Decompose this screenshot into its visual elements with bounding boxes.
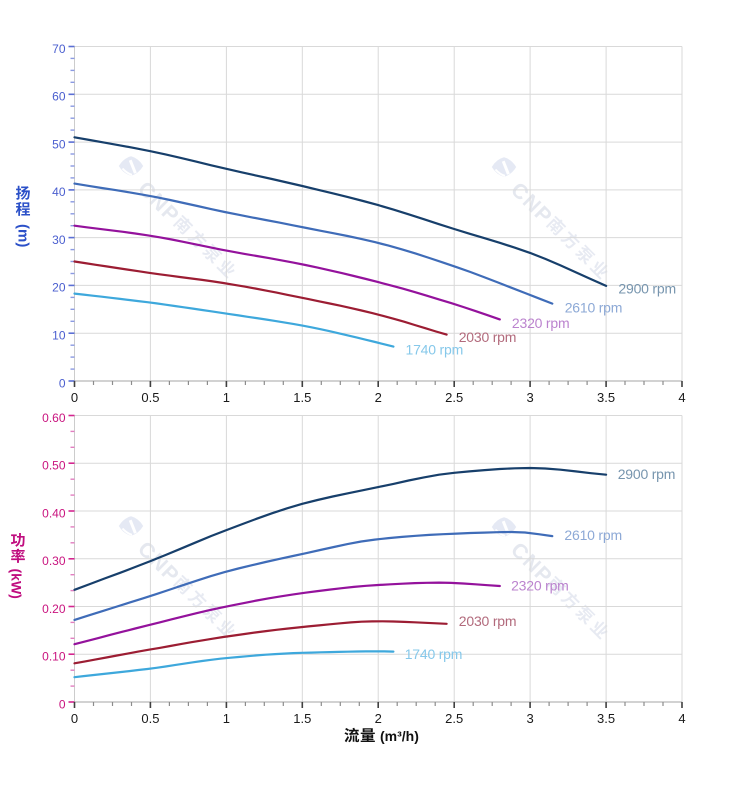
svg-text:4: 4 (678, 711, 685, 726)
svg-text:2.5: 2.5 (445, 390, 463, 405)
svg-text:2610 rpm: 2610 rpm (565, 300, 623, 316)
svg-text:0.60: 0.60 (42, 411, 66, 425)
svg-text:3: 3 (526, 711, 533, 726)
svg-text:0.40: 0.40 (42, 506, 66, 520)
svg-text:10: 10 (52, 329, 66, 343)
svg-text:1: 1 (223, 711, 230, 726)
svg-text:2: 2 (375, 711, 382, 726)
svg-text:1: 1 (223, 390, 230, 405)
svg-text:0: 0 (59, 697, 66, 711)
svg-text:0: 0 (71, 711, 78, 726)
svg-text:(kW): (kW) (9, 569, 25, 599)
svg-text:0.30: 0.30 (42, 554, 66, 568)
svg-text:3.5: 3.5 (597, 711, 615, 726)
svg-text:1.5: 1.5 (293, 390, 311, 405)
svg-text:(m³/h): (m³/h) (380, 728, 419, 744)
svg-text:70: 70 (52, 42, 66, 56)
svg-text:0.5: 0.5 (141, 711, 159, 726)
svg-text:1740 rpm: 1740 rpm (405, 646, 463, 662)
svg-text:0: 0 (71, 390, 78, 405)
svg-text:2900 rpm: 2900 rpm (618, 280, 676, 296)
svg-text:60: 60 (52, 90, 66, 104)
svg-text:0.5: 0.5 (141, 390, 159, 405)
svg-text:0.20: 0.20 (42, 602, 66, 616)
svg-text:4: 4 (678, 390, 685, 405)
svg-text:3.5: 3.5 (597, 390, 615, 405)
svg-text:1.5: 1.5 (293, 711, 311, 726)
svg-text:50: 50 (52, 137, 66, 151)
svg-text:40: 40 (52, 185, 66, 199)
svg-text:20: 20 (52, 281, 66, 295)
svg-text:2030 rpm: 2030 rpm (459, 613, 517, 629)
svg-text:0: 0 (59, 376, 66, 390)
svg-text:0.50: 0.50 (42, 459, 66, 473)
svg-text:0.10: 0.10 (42, 650, 66, 664)
svg-text:2320 rpm: 2320 rpm (511, 577, 569, 593)
svg-text:2610 rpm: 2610 rpm (564, 527, 622, 543)
svg-text:2320 rpm: 2320 rpm (512, 315, 570, 331)
svg-text:1740 rpm: 1740 rpm (406, 342, 464, 358)
svg-text:2: 2 (375, 390, 382, 405)
svg-text:(m): (m) (15, 224, 32, 247)
svg-text:3: 3 (526, 390, 533, 405)
svg-text:2.5: 2.5 (445, 711, 463, 726)
svg-text:30: 30 (52, 233, 66, 247)
svg-text:2030 rpm: 2030 rpm (459, 329, 517, 345)
svg-text:2900 rpm: 2900 rpm (618, 466, 676, 482)
